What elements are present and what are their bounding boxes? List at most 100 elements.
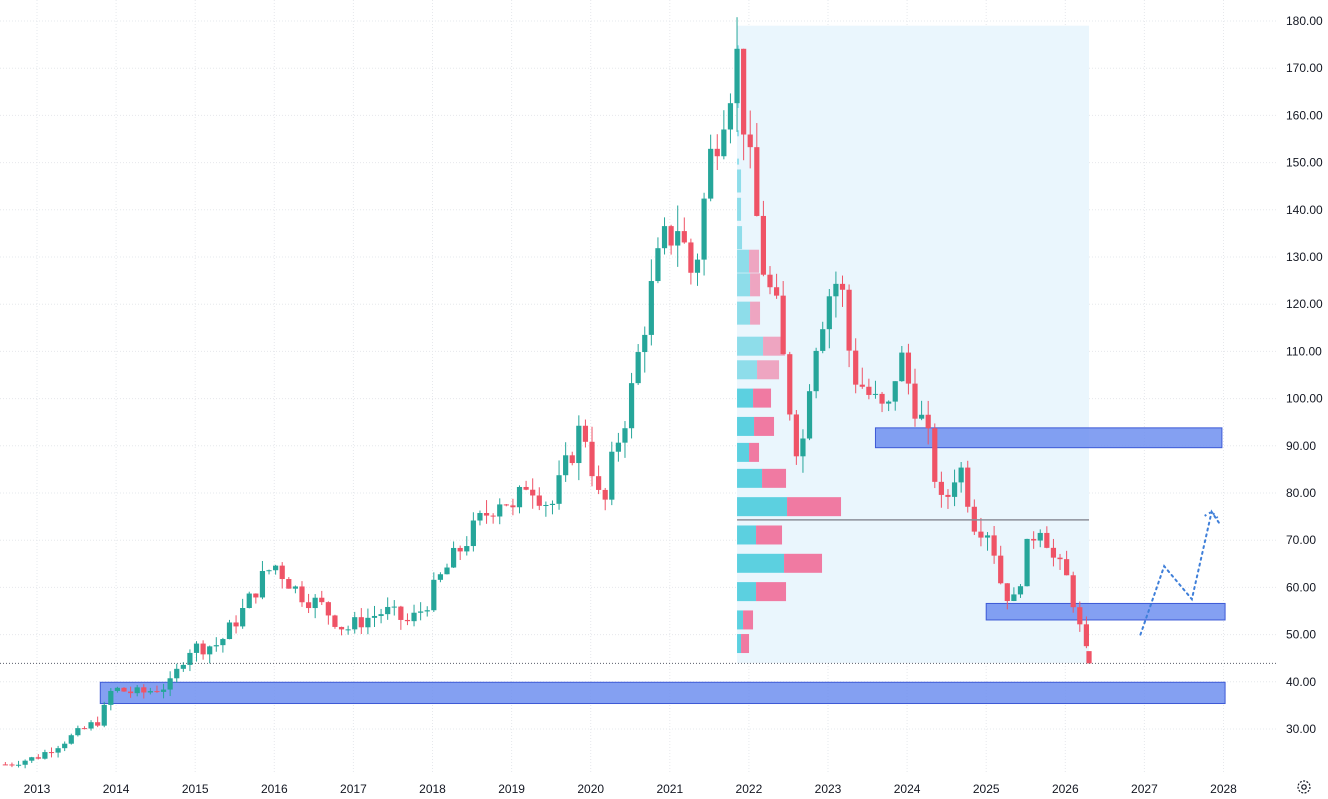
candle-body (582, 425, 589, 442)
candle-body (42, 752, 48, 759)
candle-body (787, 354, 793, 415)
candle-body (266, 570, 272, 572)
candle-body (688, 242, 694, 273)
candle-body (727, 103, 734, 130)
candle-body (563, 455, 569, 476)
candle-body (68, 735, 74, 744)
candle-body (991, 535, 997, 556)
candle-body (925, 414, 931, 429)
candle-body (55, 748, 61, 753)
profile-bar-up (737, 468, 763, 488)
x-tick-label: 2023 (815, 782, 842, 796)
candle-body (549, 503, 556, 505)
y-tick-label: 160.00 (1286, 108, 1323, 122)
candle-body (174, 668, 180, 679)
profile-bar-up (737, 249, 750, 273)
candle-body (886, 401, 892, 404)
candle-body (1017, 586, 1024, 595)
y-tick-label: 100.00 (1286, 392, 1323, 406)
candle-body (483, 513, 490, 516)
candle-body (332, 615, 338, 627)
candle-body (108, 690, 114, 705)
x-tick-label: 2014 (103, 782, 130, 796)
candle-body (503, 504, 509, 506)
candle-body (806, 391, 813, 439)
candle-body (29, 757, 35, 761)
candle-body (958, 467, 964, 483)
candle-body (780, 295, 786, 355)
time-axis[interactable]: 2013 2014 2015 2016 2017 2018 2019 2020 2021 2022… (24, 782, 1238, 796)
candle-body (899, 352, 905, 382)
candle-body (464, 546, 470, 552)
candle-body (259, 570, 266, 598)
candle-body (721, 129, 727, 157)
candle-body (75, 728, 81, 736)
y-tick-label: 180.00 (1286, 14, 1323, 28)
profile-bar-down (756, 525, 783, 545)
y-tick-label: 40.00 (1286, 675, 1316, 689)
candle-body (200, 643, 206, 655)
candle-body (879, 393, 885, 404)
x-tick-label: 2027 (1131, 782, 1158, 796)
x-tick-label: 2017 (340, 782, 367, 796)
candle-body (905, 352, 912, 384)
price-axis[interactable]: 30.00 40.00 50.00 60.00 70.00 80.00 90.00 100.0… (1286, 14, 1323, 736)
candle-body (378, 614, 384, 616)
candle-body (734, 48, 740, 104)
candle-body (978, 531, 984, 538)
candle-body (602, 489, 608, 500)
y-tick-label: 150.00 (1286, 156, 1323, 170)
candle-body (1064, 559, 1070, 576)
candle-body (2, 764, 8, 766)
candle-body (325, 602, 331, 616)
candle-body (668, 226, 674, 246)
profile-bar-down (749, 249, 760, 273)
candle-body (675, 231, 681, 246)
candle-body (450, 547, 457, 568)
candle-body (681, 231, 687, 243)
profile-bar-down (787, 497, 842, 517)
candle-body (853, 350, 859, 385)
candle-body (866, 386, 872, 395)
price-zone (874, 427, 1223, 449)
candle-body (398, 606, 404, 620)
candle-body (596, 476, 602, 490)
profile-bar-up (737, 525, 757, 545)
x-tick-label: 2026 (1052, 782, 1079, 796)
candle-body (510, 505, 516, 508)
candle-body (424, 610, 430, 612)
candle-body (846, 289, 852, 351)
profile-bar-down (743, 610, 754, 630)
x-tick-label: 2018 (419, 782, 446, 796)
support-resistance-zones (99, 427, 1226, 705)
profile-bar-up (737, 336, 764, 356)
candle-body (569, 455, 575, 464)
candle-body (95, 722, 101, 726)
candle-body (233, 622, 239, 627)
candle-body (648, 281, 654, 335)
x-tick-label: 2020 (577, 782, 604, 796)
candle-body (661, 226, 668, 249)
candle-body (358, 617, 364, 628)
candle-body (305, 602, 312, 609)
y-tick-label: 110.00 (1286, 344, 1322, 358)
y-tick-label: 130.00 (1286, 250, 1323, 264)
candle-body (286, 579, 292, 589)
gear-icon[interactable] (1296, 779, 1312, 795)
candle-body (187, 652, 193, 665)
candle-body (88, 722, 94, 729)
candle-body (635, 352, 641, 384)
candle-body (338, 626, 345, 630)
y-tick-label: 90.00 (1286, 439, 1316, 453)
candle-body (226, 622, 233, 640)
candle-body (299, 586, 305, 603)
candle-body (767, 274, 773, 288)
profile-bar-down (762, 468, 787, 488)
candle-body (81, 728, 88, 730)
profile-bar-up (737, 169, 742, 193)
candle-body (121, 687, 127, 692)
profile-bar-up (737, 158, 740, 165)
profile-bar-down (750, 301, 761, 325)
candle-body (556, 475, 562, 504)
